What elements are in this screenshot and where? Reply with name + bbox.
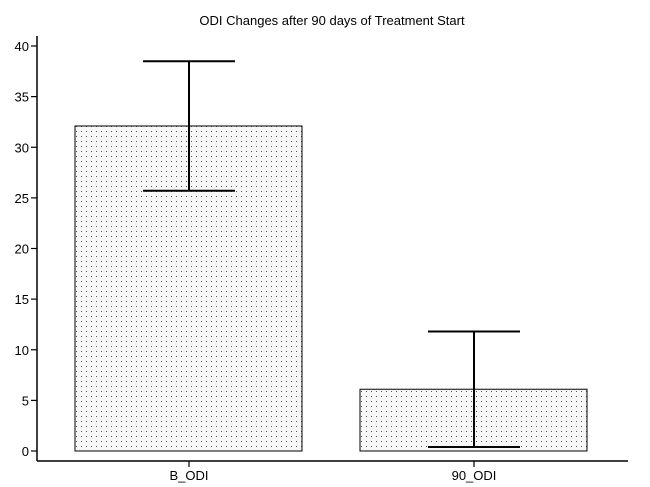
y-tick-label: 15 <box>15 292 29 307</box>
y-tick-label: 30 <box>15 140 29 155</box>
plot-area: 0 5 10 15 20 25 30 35 40 B_ODI 90_ODI <box>15 36 628 483</box>
y-tick-label: 0 <box>22 444 29 459</box>
y-tick-label: 5 <box>22 393 29 408</box>
y-tick-label: 40 <box>15 39 29 54</box>
x-tick-label: B_ODI <box>169 468 208 483</box>
y-tick-label: 35 <box>15 90 29 105</box>
y-tick-label: 25 <box>15 191 29 206</box>
y-tick-label: 20 <box>15 242 29 257</box>
y-tick-label: 10 <box>15 343 29 358</box>
x-tick-label: 90_ODI <box>452 468 497 483</box>
chart-title: ODI Changes after 90 days of Treatment S… <box>199 13 465 28</box>
